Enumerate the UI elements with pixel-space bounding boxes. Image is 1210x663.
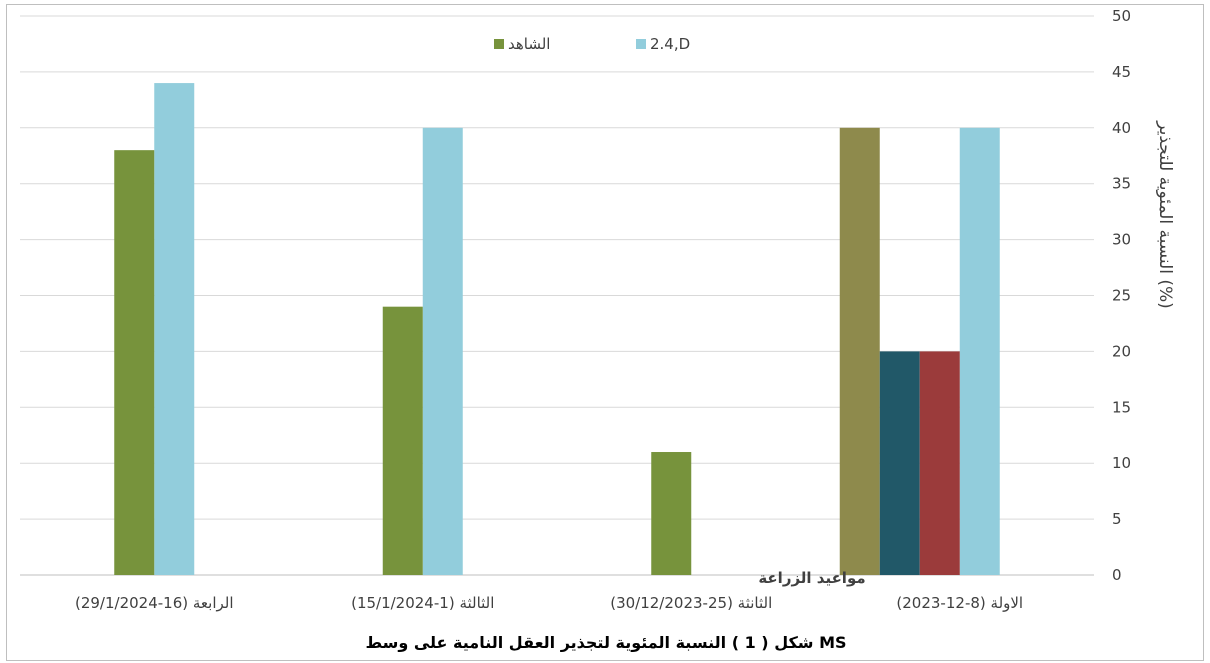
- y-tick-label: 30: [1112, 231, 1131, 249]
- category-label: الثانثة (25-30/12/2023): [610, 594, 772, 612]
- bar-series-1-cat-1: [651, 452, 692, 575]
- y-tick-label: 35: [1112, 175, 1131, 193]
- legend-swatch: [494, 39, 504, 49]
- bar-series-0-cat-2: [422, 127, 463, 576]
- bar-series-1-cat-2: [382, 306, 423, 575]
- y-tick-label: 5: [1112, 510, 1122, 528]
- y-tick-label: 15: [1112, 398, 1131, 416]
- legend-swatch: [636, 39, 646, 49]
- category-label: الثالثة (1-15/1/2024): [351, 594, 494, 612]
- y-axis-ticks: 0 5 10 15 20 25 30 35 40 45 50: [1112, 7, 1131, 584]
- y-axis-title: النسبة المئوية للتجذير (%): [1155, 120, 1175, 309]
- y-tick-label: 0: [1112, 566, 1122, 584]
- category-labels: الاولة (8-12-2023) الثانثة (25-30/12/2023…: [75, 594, 1023, 612]
- category-label: الاولة (8-12-2023): [896, 594, 1023, 612]
- y-tick-label: 10: [1112, 454, 1131, 472]
- chart-frame: [6, 4, 1204, 661]
- x-axis-title: مواعيد الزراعة: [758, 569, 865, 587]
- extra-bar-0: [839, 127, 880, 576]
- bar-series-0-cat-0: [959, 127, 1000, 576]
- legend: 2.4,D الشاهد: [494, 35, 690, 53]
- bars: [114, 83, 1000, 576]
- y-tick-label: 40: [1112, 119, 1131, 137]
- extra-bar-2: [919, 351, 960, 575]
- figure-caption: شكل ( 1 ) النسبة المئوية لتجذير العقل ال…: [365, 633, 846, 652]
- legend-label: الشاهد: [508, 35, 550, 53]
- y-tick-label: 20: [1112, 342, 1131, 360]
- bar-series-1-cat-3: [114, 150, 155, 575]
- y-tick-label: 25: [1112, 287, 1131, 305]
- legend-label: 2.4,D: [650, 35, 690, 53]
- y-tick-label: 50: [1112, 7, 1131, 25]
- extra-bar-1: [879, 351, 920, 575]
- category-label: الرابعة (16-29/1/2024): [75, 594, 234, 612]
- bar-series-0-cat-3: [154, 83, 195, 575]
- y-tick-label: 45: [1112, 63, 1131, 81]
